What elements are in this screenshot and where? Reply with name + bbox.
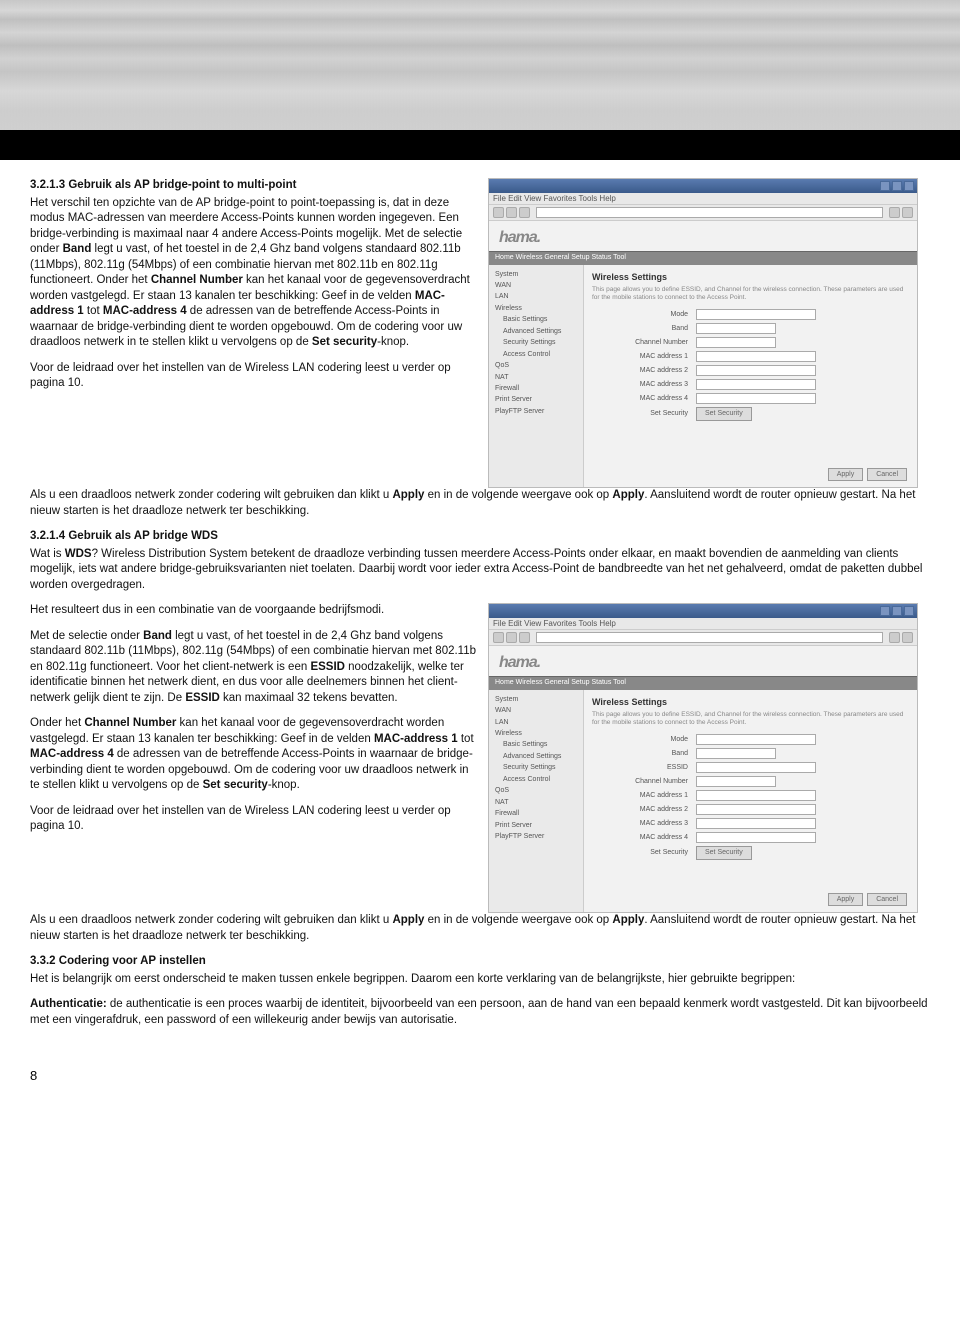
section-heading-332: 3.3.2 Codering voor AP instellen bbox=[30, 954, 930, 970]
section2-para5: Voor de leidraad over het instellen van … bbox=[30, 804, 476, 835]
section1-para2: Voor de leidraad over het instellen van … bbox=[30, 361, 476, 392]
section2-para6: Als u een draadloos netwerk zonder coder… bbox=[30, 913, 930, 944]
section2-para3: Met de selectie onder Band legt u vast, … bbox=[30, 629, 476, 707]
screenshot-wireless-settings-2: File Edit View Favorites Tools Help hama… bbox=[488, 603, 918, 913]
page-content: 3.2.1.3 Gebruik als AP bridge-point to m… bbox=[0, 160, 960, 1048]
section1-para3: Als u een draadloos netwerk zonder coder… bbox=[30, 488, 930, 519]
section3-para1: Het is belangrijk om eerst onderscheid t… bbox=[30, 972, 930, 988]
screenshot-wireless-settings-1: File Edit View Favorites Tools Help hama… bbox=[488, 178, 918, 488]
section3-para2: Authenticatie: de authenticatie is een p… bbox=[30, 997, 930, 1028]
section2-para4: Onder het Channel Number kan het kanaal … bbox=[30, 716, 476, 794]
section-heading-3213: 3.2.1.3 Gebruik als AP bridge-point to m… bbox=[30, 178, 476, 194]
section1-para1: Het verschil ten opzichte van de AP brid… bbox=[30, 196, 476, 351]
screenshot-sidebar: System WAN LAN Wireless Basic Settings A… bbox=[489, 690, 584, 913]
page-number: 8 bbox=[0, 1048, 960, 1103]
section2-para1: Wat is WDS? Wireless Distribution System… bbox=[30, 547, 930, 594]
section-heading-3214: 3.2.1.4 Gebruik als AP bridge WDS bbox=[30, 529, 930, 545]
section2-para2: Het resulteert dus in een combinatie van… bbox=[30, 603, 476, 619]
screenshot-sidebar: System WAN LAN Wireless Basic Settings A… bbox=[489, 265, 584, 488]
header-metal-texture bbox=[0, 0, 960, 130]
